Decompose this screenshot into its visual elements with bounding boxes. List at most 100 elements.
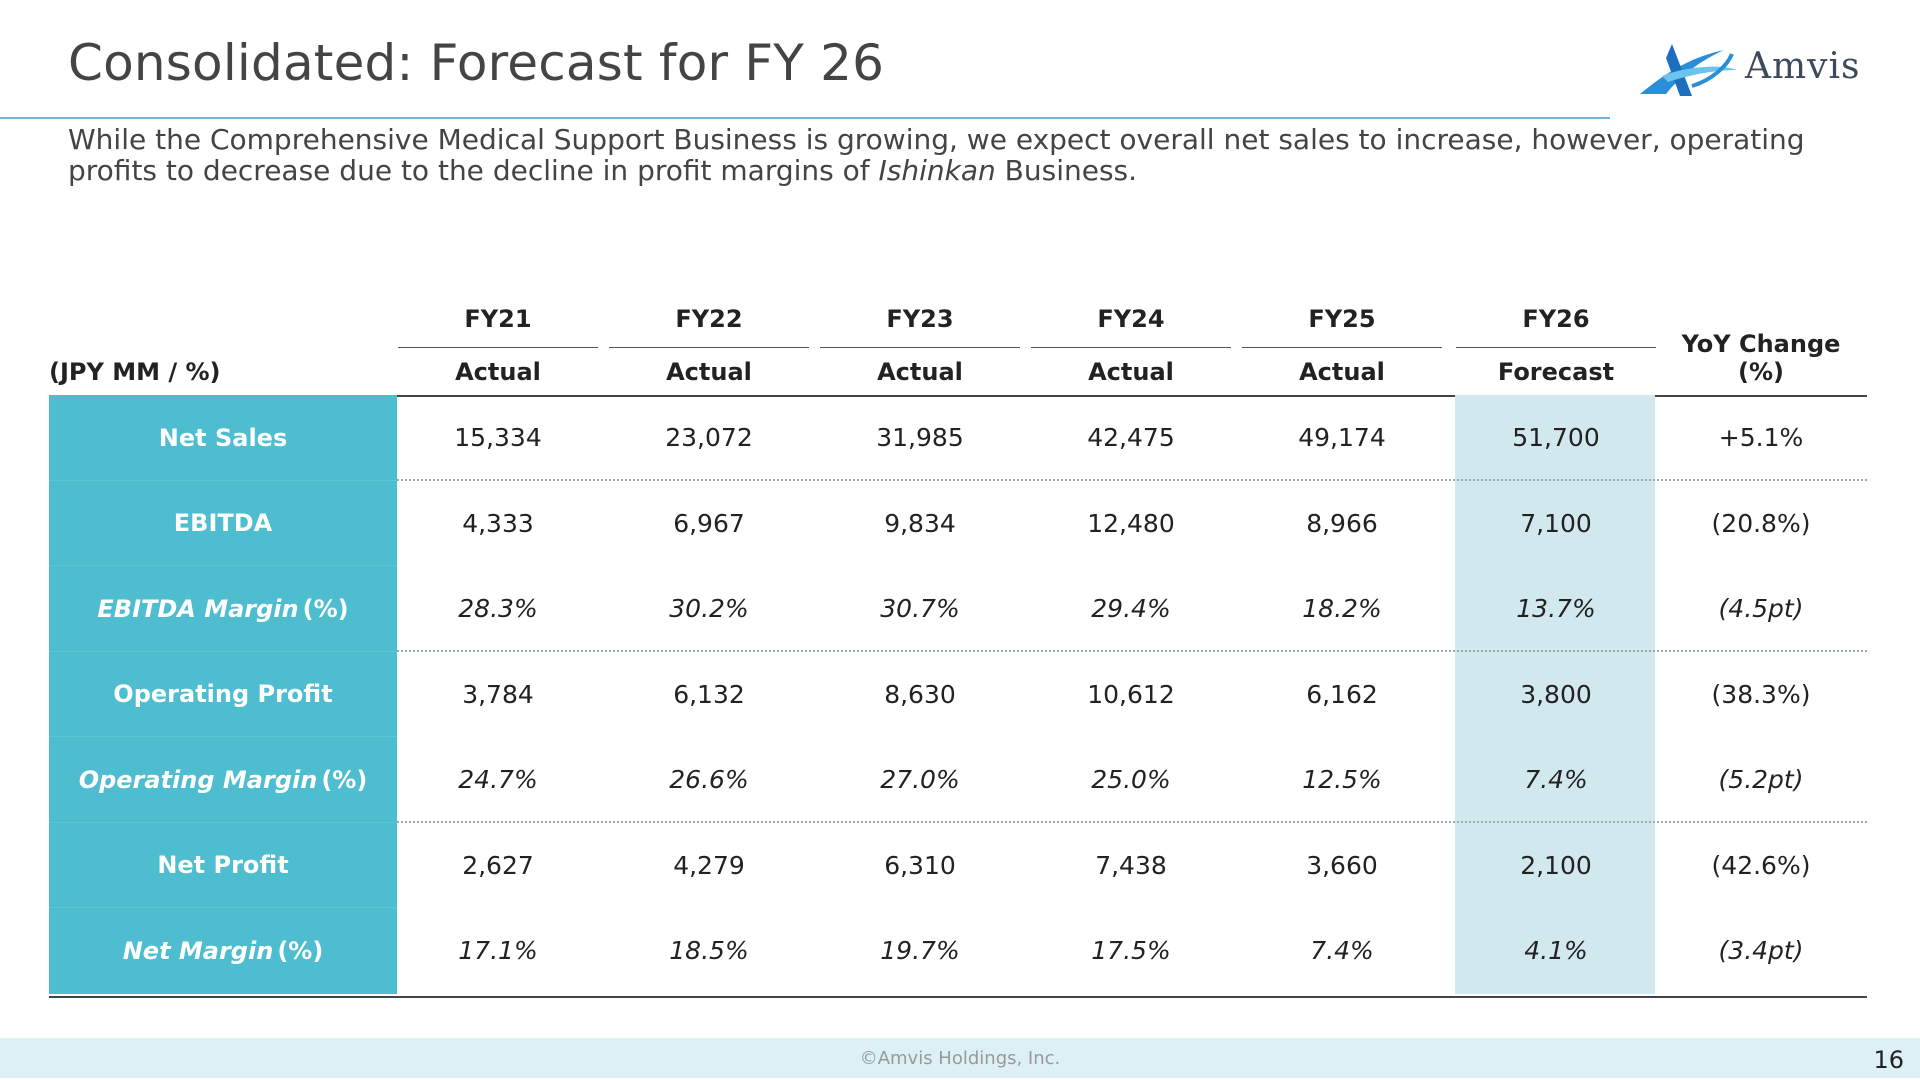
table-cell: 26.6% <box>669 765 749 795</box>
yoy-cell: (20.8%) <box>1711 508 1811 538</box>
label-divider <box>49 479 397 481</box>
table-cell: 42,475 <box>1087 423 1175 453</box>
column-header-rule <box>1031 347 1231 348</box>
subtitle: While the Comprehensive Medical Support … <box>68 124 1868 186</box>
subtitle-text: While the Comprehensive Medical Support … <box>68 123 1805 187</box>
table-cell: 29.4% <box>1091 594 1171 624</box>
table-cell: 12.5% <box>1302 765 1382 795</box>
table-cell: 13.7% <box>1516 594 1596 624</box>
table-cell: 25.0% <box>1091 765 1171 795</box>
table-cell: 28.3% <box>458 594 538 624</box>
table-row: Operating Profit 3,784 6,132 8,630 10,612 6,1… <box>49 651 1867 737</box>
table-cell: 3,800 <box>1520 679 1592 709</box>
row-label-text: Net Sales <box>158 423 288 452</box>
page-number: 16 <box>1873 1046 1904 1074</box>
column-year-0: FY21 <box>464 305 532 333</box>
footer-bar <box>0 1038 1920 1078</box>
forecast-column-bg <box>1455 566 1655 652</box>
row-label-text: Net Profit <box>157 851 289 880</box>
column-header-rule <box>609 347 809 348</box>
row-label-text: EBITDA <box>173 509 273 538</box>
header-bottom-rule <box>49 395 1867 397</box>
row-label: EBITDA Margin (%) <box>49 566 397 652</box>
table-cell: 24.7% <box>458 765 538 795</box>
column-type-2: Actual <box>877 358 963 386</box>
yoy-header-line2: (%) <box>1738 358 1784 386</box>
table-cell: 30.7% <box>880 594 960 624</box>
table-cell: 3,660 <box>1306 850 1378 880</box>
yoy-cell: (3.4pt) <box>1718 936 1804 966</box>
column-year-2: FY23 <box>886 305 954 333</box>
label-divider <box>49 907 397 908</box>
table-cell: 7.4% <box>1524 765 1588 795</box>
title-divider <box>0 117 1610 119</box>
column-type-5: Forecast <box>1497 358 1615 386</box>
yoy-header-line1: YoY Change <box>1681 330 1841 358</box>
column-type-3: Actual <box>1088 358 1174 386</box>
table-cell: 27.0% <box>880 765 960 795</box>
page-title: Consolidated: Forecast for FY 26 <box>68 34 885 92</box>
column-type-0: Actual <box>455 358 541 386</box>
table-header: (JPY MM / %) FY21 Actual FY22 Actual FY23 Act… <box>49 295 1867 397</box>
table-cell: 6,967 <box>673 508 745 538</box>
financial-table: (JPY MM / %) FY21 Actual FY22 Actual FY23 Act… <box>49 295 1867 998</box>
yoy-cell: (42.6%) <box>1711 850 1811 880</box>
yoy-cell: (38.3%) <box>1711 679 1811 709</box>
column-header-rule <box>1456 347 1656 348</box>
table-cell: 2,100 <box>1520 850 1592 880</box>
table-row: Net Sales 15,334 23,072 31,985 42,475 49,174 5… <box>49 395 1867 481</box>
table-cell: 7,438 <box>1095 850 1167 880</box>
row-divider <box>397 649 1867 652</box>
row-label: EBITDA <box>49 480 397 566</box>
yoy-header: YoY Change (%) <box>1660 330 1862 386</box>
column-type-1: Actual <box>666 358 752 386</box>
logo-text: Amvis <box>1745 46 1861 87</box>
table-cell: 3,784 <box>462 679 534 709</box>
table-cell: 17.1% <box>458 936 538 966</box>
subtitle-emphasis: Ishinkan <box>878 154 996 187</box>
table-cell: 8,630 <box>884 679 956 709</box>
column-type-4: Actual <box>1299 358 1385 386</box>
row-label: Net Profit <box>49 822 397 908</box>
table-cell: 6,162 <box>1306 679 1378 709</box>
forecast-column-bg <box>1455 480 1655 566</box>
label-divider <box>49 650 397 652</box>
table-cell: 2,627 <box>462 850 534 880</box>
table-cell: 7,100 <box>1520 508 1592 538</box>
forecast-column-bg <box>1455 395 1655 481</box>
table-row: Net Profit 2,627 4,279 6,310 7,438 3,660 2,100… <box>49 822 1867 908</box>
row-label-text: Net Margin <box>122 936 274 965</box>
table-cell: 8,966 <box>1306 508 1378 538</box>
column-header-rule <box>1242 347 1442 348</box>
column-year-4: FY25 <box>1308 305 1376 333</box>
row-label-text: Operating Profit <box>113 680 333 709</box>
table-cell: 19.7% <box>880 936 960 966</box>
table-body: Net Sales 15,334 23,072 31,985 42,475 49,174 5… <box>49 395 1867 994</box>
table-cell: 17.5% <box>1091 936 1171 966</box>
table-row: Operating Margin (%) 24.7% 26.6% 27.0% 25.0% 1… <box>49 737 1867 823</box>
yoy-cell: (4.5pt) <box>1718 594 1804 624</box>
row-label-text: Operating Margin <box>78 765 318 794</box>
forecast-column-bg <box>1455 908 1655 994</box>
table-cell: 30.2% <box>669 594 749 624</box>
column-header-rule <box>398 347 598 348</box>
amvis-logo-icon <box>1640 44 1737 96</box>
row-label-unit: (%) <box>302 594 349 623</box>
forecast-column-bg <box>1455 822 1655 908</box>
column-year-5: FY26 <box>1522 305 1590 333</box>
table-cell: 18.5% <box>669 936 749 966</box>
table-cell: 23,072 <box>665 423 753 453</box>
label-divider <box>49 821 397 823</box>
column-year-1: FY22 <box>675 305 743 333</box>
unit-label: (JPY MM / %) <box>49 358 221 386</box>
table-cell: 4,279 <box>673 850 745 880</box>
row-label-text: EBITDA Margin <box>97 594 299 623</box>
column-year-3: FY24 <box>1097 305 1165 333</box>
table-row: Net Margin (%) 17.1% 18.5% 19.7% 17.5% 7.4% 4.1… <box>49 908 1867 994</box>
row-label: Net Margin (%) <box>49 908 397 994</box>
copyright: ©Amvis Holdings, Inc. <box>859 1048 1061 1069</box>
subtitle-text-end: Business. <box>995 154 1138 187</box>
table-cell: 7.4% <box>1310 936 1374 966</box>
column-header-rule <box>820 347 1020 348</box>
table-row: EBITDA Margin (%) 28.3% 30.2% 30.7% 29.4% 18.2… <box>49 566 1867 652</box>
